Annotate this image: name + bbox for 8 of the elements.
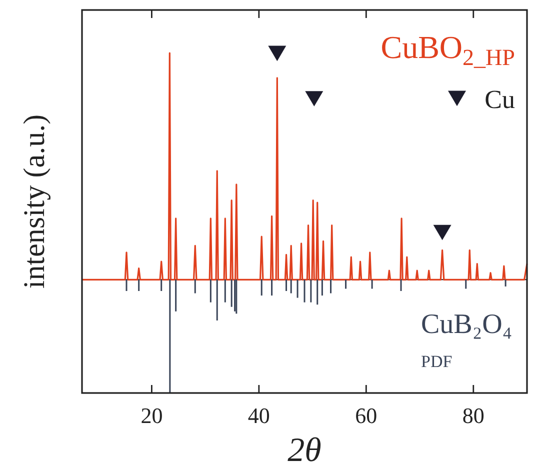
x-axis-title: 2θ	[288, 432, 322, 469]
y-axis-title: intensity (a.u.)	[18, 114, 51, 289]
x-tick-label: 20	[140, 403, 163, 428]
legend-label: Cu	[484, 85, 515, 114]
x-tick-label: 80	[462, 403, 484, 428]
text: CuBO$_{2_HP}$	[380, 29, 515, 70]
x-tick-label: 60	[355, 403, 378, 428]
x-tick-label: 40	[248, 403, 270, 428]
